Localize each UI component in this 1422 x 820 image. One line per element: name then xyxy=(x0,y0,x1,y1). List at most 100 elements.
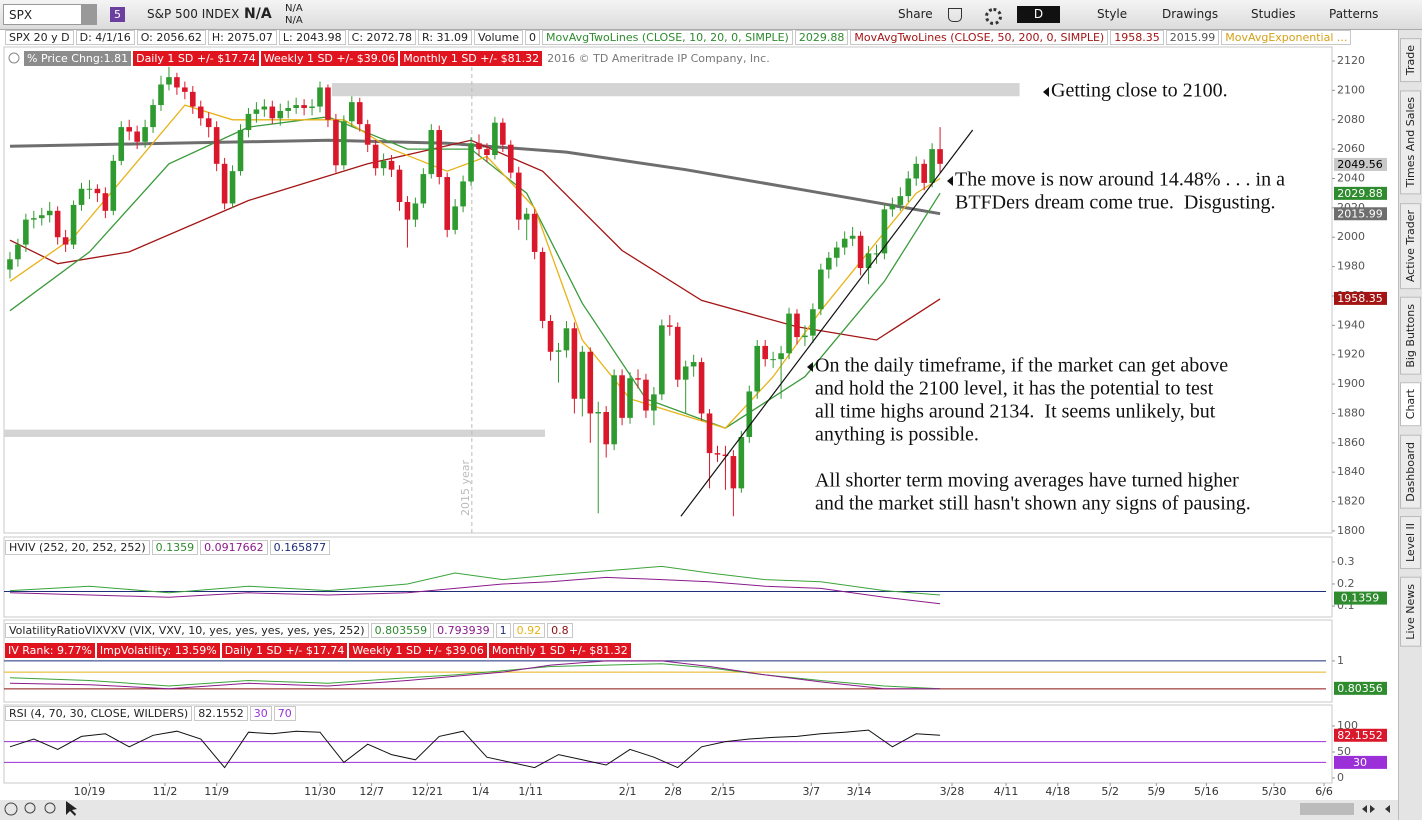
candle-body xyxy=(913,163,920,179)
candle-body xyxy=(301,105,307,109)
candle-body xyxy=(786,313,792,354)
study-header: VolatilityRatioVIXVXV (VIX, VXV, 10, yes… xyxy=(5,623,575,638)
candle-body xyxy=(889,204,896,210)
candle-body xyxy=(197,106,204,119)
symbol-dropdown[interactable] xyxy=(81,5,96,24)
zoom-in[interactable] xyxy=(24,802,36,814)
study-line xyxy=(9,565,941,596)
y-tick-label: 50 xyxy=(1337,745,1351,758)
info-icon[interactable] xyxy=(8,52,20,64)
info-item: 2015.99 xyxy=(1165,30,1220,45)
candle-body xyxy=(841,238,848,248)
price-tag-label: 1958.35 xyxy=(1337,292,1383,305)
style-button[interactable]: Style xyxy=(1097,7,1128,21)
value-tag xyxy=(1334,755,1387,769)
flask-button[interactable] xyxy=(948,8,962,22)
candle-body xyxy=(341,121,347,166)
candle-body xyxy=(388,160,395,170)
annotation: and hold the 2100 level, it has the pote… xyxy=(815,378,1214,400)
study-readout: 0.8 xyxy=(547,623,573,638)
candle-body xyxy=(539,251,546,321)
study-line xyxy=(9,660,941,690)
value-tag xyxy=(1334,728,1387,742)
y-tick-label: 1940 xyxy=(1337,318,1365,331)
y-tick-label: 1800 xyxy=(1337,524,1365,537)
candle-body xyxy=(500,122,506,145)
candle-body xyxy=(587,351,594,414)
candle-body xyxy=(762,345,768,360)
study-title: VolatilityRatioVIXVXV (VIX, VXV, 10, yes… xyxy=(5,623,369,638)
candle-body xyxy=(937,149,943,164)
candle-body xyxy=(452,206,458,230)
symbol: SPX xyxy=(9,8,33,22)
zoom-out[interactable] xyxy=(44,802,56,814)
share-button[interactable]: Share xyxy=(898,7,933,21)
info-item: MovAvgExponential ... xyxy=(1221,30,1352,45)
candle-body xyxy=(349,102,355,122)
candle-body xyxy=(46,210,53,216)
x-tick-label: 4/11 xyxy=(994,785,1019,798)
settings-button[interactable] xyxy=(985,8,1002,25)
drawings-button[interactable]: Drawings xyxy=(1162,7,1219,21)
candle-body xyxy=(635,378,641,380)
year-label: 2015 year xyxy=(459,460,472,517)
candle-body xyxy=(897,196,904,205)
info-item: MovAvgTwoLines (CLOSE, 50, 200, 0, SIMPL… xyxy=(850,30,1109,45)
aggregation-button[interactable]: D xyxy=(1017,6,1060,23)
sidebar-tab[interactable]: Dashboard xyxy=(1400,434,1421,509)
sidebar-tab[interactable]: Trade xyxy=(1400,38,1421,83)
annotation: BTFDers dream come true. Disgusting. xyxy=(955,192,1276,214)
zoom-reset[interactable] xyxy=(4,802,18,816)
info-item: D: 4/1/16 xyxy=(75,30,135,45)
candle-body xyxy=(619,375,625,418)
candle-body xyxy=(253,109,260,114)
value-tag-label: 0.80356 xyxy=(1337,682,1383,695)
candle-body xyxy=(372,144,379,169)
sidebar-tab[interactable]: Chart xyxy=(1400,382,1421,427)
study-title: HVIV (252, 20, 252, 252) xyxy=(5,540,150,555)
link-group[interactable]: 5 xyxy=(110,7,125,22)
x-tick-label: 3/7 xyxy=(802,785,820,798)
candle-body xyxy=(134,131,140,142)
price-tag xyxy=(1334,186,1387,200)
candle-body xyxy=(444,177,450,230)
sidebar: Trade Times And Sales Active Trader Big But… xyxy=(1398,30,1422,820)
x-tick-label: 2/1 xyxy=(619,785,637,798)
candle-body xyxy=(380,160,387,169)
moving-average xyxy=(9,116,941,429)
sidebar-tab[interactable]: Active Trader xyxy=(1400,202,1421,289)
candle-body xyxy=(285,108,292,111)
sidebar-tab[interactable]: Big Buttons xyxy=(1400,296,1421,375)
symbol-input[interactable]: SPX xyxy=(3,4,97,25)
vol-label: IV Rank: 9.77% xyxy=(5,643,95,658)
zone xyxy=(331,83,1020,97)
vol-label: Daily 1 SD +/- $17.74 xyxy=(221,643,348,658)
y-tick-label: 2120 xyxy=(1337,54,1365,67)
y-tick-label: 2080 xyxy=(1337,113,1365,126)
candle-body xyxy=(142,127,148,142)
candle-body xyxy=(237,130,244,172)
candle-body xyxy=(333,119,339,166)
zone xyxy=(4,429,545,437)
annotation: All shorter term moving averages have tu… xyxy=(815,470,1239,492)
cursor-tool[interactable] xyxy=(66,801,77,816)
candle-body xyxy=(38,215,45,219)
candle-body xyxy=(579,351,586,399)
sidebar-tab[interactable]: Live News xyxy=(1400,577,1421,648)
candle-body xyxy=(78,188,85,205)
candle-body xyxy=(515,172,522,220)
x-tick-label: 11/2 xyxy=(153,785,178,798)
candle-body xyxy=(651,394,657,411)
sidebar-tab[interactable]: Level II xyxy=(1400,516,1421,570)
candle-body xyxy=(94,188,101,194)
toolbar: SPX 5 S&P 500 INDEX N/A N/A N/A Share D … xyxy=(0,0,1422,30)
patterns-button[interactable]: Patterns xyxy=(1329,7,1379,21)
x-tick-label: 5/9 xyxy=(1147,785,1165,798)
sidebar-tab[interactable]: Times And Sales xyxy=(1400,90,1421,195)
info-item: L: 2043.98 xyxy=(278,30,346,45)
candle-body xyxy=(810,309,816,336)
candle-body xyxy=(666,325,673,327)
scrollbar[interactable] xyxy=(1300,803,1354,815)
studies-button[interactable]: Studies xyxy=(1251,7,1296,21)
candle-body xyxy=(778,353,784,360)
